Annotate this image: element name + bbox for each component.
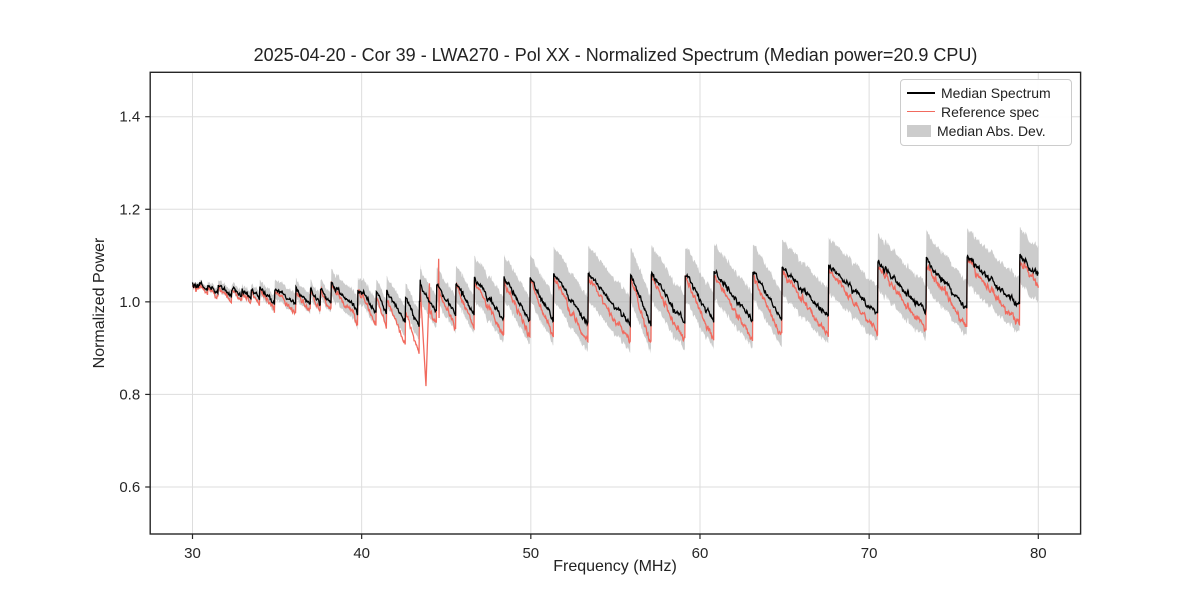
- svg-text:80: 80: [1030, 545, 1047, 562]
- svg-text:70: 70: [861, 545, 878, 562]
- svg-text:1.4: 1.4: [119, 109, 140, 126]
- svg-text:1.0: 1.0: [119, 294, 140, 311]
- svg-text:60: 60: [692, 545, 709, 562]
- svg-text:50: 50: [522, 545, 539, 562]
- svg-text:0.8: 0.8: [119, 386, 140, 403]
- svg-text:1.2: 1.2: [119, 201, 140, 218]
- svg-text:40: 40: [353, 545, 370, 562]
- svg-text:0.6: 0.6: [119, 479, 140, 496]
- svg-text:30: 30: [184, 545, 201, 562]
